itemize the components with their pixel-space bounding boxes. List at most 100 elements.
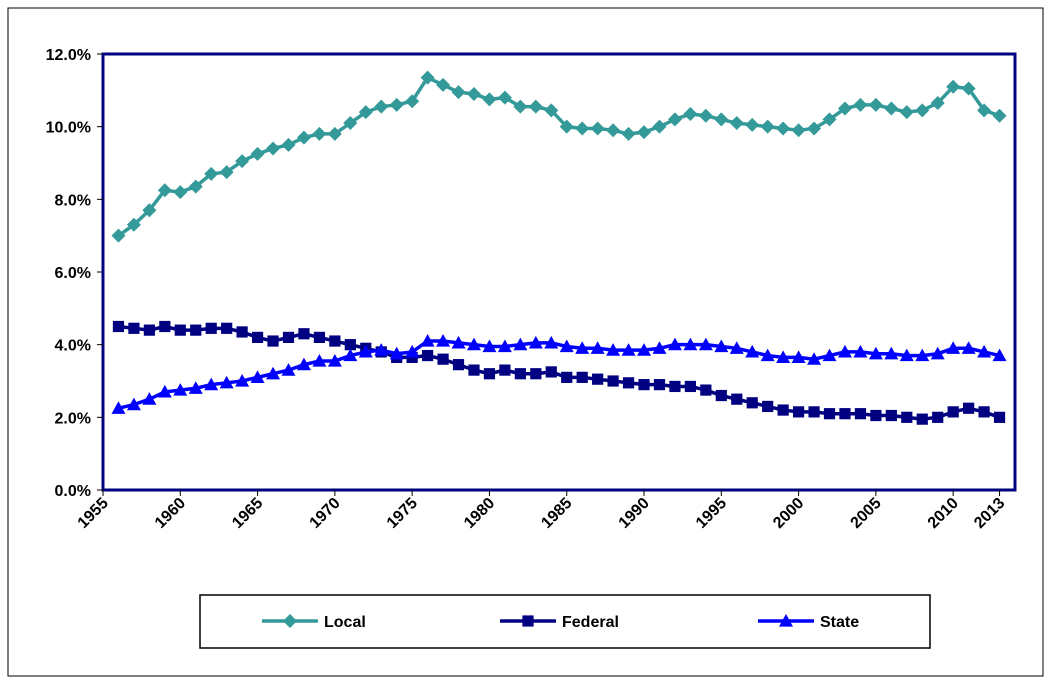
x-tick-label: 1985 xyxy=(538,495,575,532)
data-point xyxy=(946,79,961,94)
data-point xyxy=(497,90,512,105)
data-point xyxy=(188,381,203,394)
data-point xyxy=(544,335,559,349)
data-point xyxy=(714,112,729,127)
data-point xyxy=(235,374,250,387)
data-point xyxy=(868,346,883,360)
data-point xyxy=(777,404,789,416)
data-point xyxy=(405,344,420,358)
data-point xyxy=(637,125,652,140)
data-point xyxy=(296,130,311,145)
data-point xyxy=(762,400,774,413)
data-point xyxy=(358,344,373,358)
data-point xyxy=(916,413,928,425)
data-point xyxy=(219,165,234,180)
data-point xyxy=(823,408,836,420)
data-point xyxy=(946,341,961,354)
data-point xyxy=(221,322,233,334)
data-point xyxy=(653,379,666,391)
data-point xyxy=(729,341,744,354)
data-point xyxy=(992,348,1007,362)
data-point xyxy=(420,334,435,347)
data-point xyxy=(343,116,358,131)
series-line xyxy=(118,339,1000,410)
data-point xyxy=(251,331,264,343)
data-point xyxy=(497,339,512,353)
data-point xyxy=(451,85,466,100)
data-point xyxy=(451,335,466,349)
x-tick-label: 2000 xyxy=(770,495,807,532)
data-point xyxy=(978,406,990,418)
data-point xyxy=(389,346,404,360)
legend-label: State xyxy=(820,614,859,631)
data-point xyxy=(977,103,992,118)
data-point xyxy=(298,328,310,340)
data-point xyxy=(559,339,574,353)
legend-label: Local xyxy=(324,614,366,631)
data-point xyxy=(483,368,496,380)
data-point xyxy=(884,101,899,116)
y-tick-label: 12.0% xyxy=(46,47,91,64)
data-point xyxy=(837,344,852,358)
data-point xyxy=(637,343,652,356)
series-line xyxy=(118,324,1001,421)
x-tick-label: 1995 xyxy=(693,495,730,532)
legend-marker xyxy=(779,614,793,627)
data-point xyxy=(436,77,451,92)
data-point xyxy=(683,106,698,121)
data-point xyxy=(714,339,729,353)
data-point xyxy=(961,341,976,354)
data-point xyxy=(250,146,265,161)
data-point xyxy=(868,97,883,112)
data-point xyxy=(977,344,992,358)
data-point xyxy=(173,185,188,200)
data-point xyxy=(142,203,157,218)
data-point xyxy=(482,92,497,107)
data-point xyxy=(683,337,698,351)
data-point xyxy=(250,370,265,383)
data-point xyxy=(405,94,420,109)
data-point xyxy=(157,183,172,198)
data-point xyxy=(173,383,188,396)
data-point xyxy=(592,373,604,385)
data-point xyxy=(930,346,945,360)
data-point xyxy=(468,364,480,376)
y-tick-label: 6.0% xyxy=(55,265,91,282)
data-point xyxy=(791,350,806,363)
legend-marker xyxy=(283,614,297,628)
data-point xyxy=(312,126,327,141)
data-point xyxy=(590,121,605,136)
data-point xyxy=(281,363,296,376)
data-point xyxy=(126,217,141,232)
data-point xyxy=(947,406,959,418)
x-tick-label: 1960 xyxy=(152,495,189,532)
data-point xyxy=(808,406,820,418)
data-point xyxy=(157,384,172,398)
series-line xyxy=(117,75,1001,238)
data-point xyxy=(128,322,140,334)
data-point xyxy=(530,368,542,380)
data-point xyxy=(528,335,543,349)
data-point xyxy=(899,348,914,362)
data-point xyxy=(884,346,899,360)
data-point xyxy=(513,99,528,114)
data-point xyxy=(266,141,281,156)
data-point xyxy=(837,101,852,116)
data-point xyxy=(327,126,342,141)
data-point xyxy=(266,366,281,380)
data-point xyxy=(606,343,621,356)
data-point xyxy=(575,341,590,354)
y-tick-label: 4.0% xyxy=(55,338,91,355)
data-point xyxy=(746,397,758,409)
data-point xyxy=(901,411,913,423)
data-point xyxy=(282,331,295,343)
x-tick-label: 2010 xyxy=(925,495,962,532)
data-point xyxy=(514,368,526,380)
data-point xyxy=(575,121,590,136)
data-point xyxy=(544,103,559,118)
data-point xyxy=(760,348,775,362)
data-point xyxy=(389,97,404,112)
data-point xyxy=(731,393,743,405)
data-point xyxy=(607,375,619,387)
data-point xyxy=(853,344,868,358)
